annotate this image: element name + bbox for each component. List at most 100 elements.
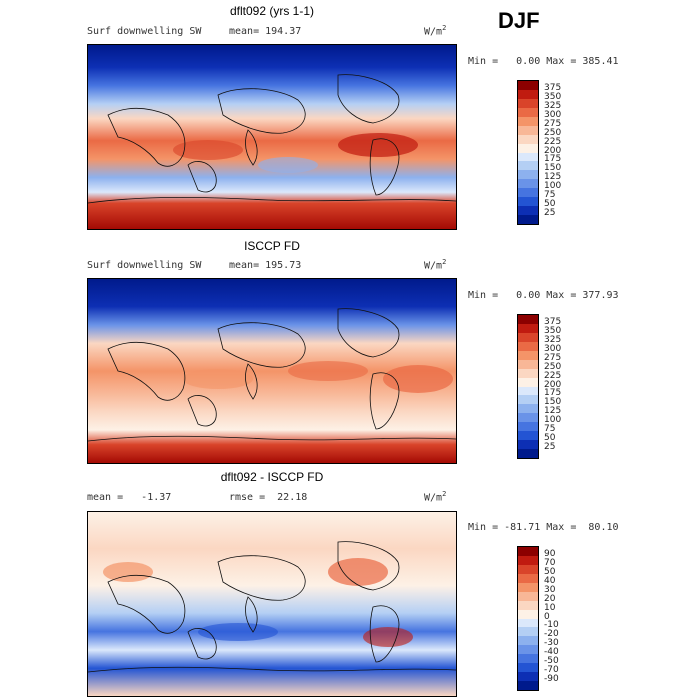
- panel3-field: [88, 512, 456, 696]
- colorbar-swatch: [518, 431, 538, 441]
- panel3-coastlines: [88, 541, 456, 673]
- colorbar-tick-label: 225: [544, 370, 562, 381]
- colorbar-tick-label: 50: [544, 199, 556, 210]
- colorbar-tick-label: -90: [544, 674, 559, 685]
- colorbar-swatch: [518, 359, 538, 369]
- colorbar-tick-label: 150: [544, 163, 562, 174]
- colorbar-swatch: [518, 654, 538, 664]
- panel2-map-svg: [88, 279, 456, 463]
- colorbar-tick-label: 25: [544, 442, 556, 453]
- colorbar-swatch: [518, 573, 538, 583]
- panel2-blob: [383, 365, 453, 393]
- panel2-variable-label: Surf downwelling SW: [87, 260, 202, 271]
- colorbar-swatch: [518, 449, 538, 458]
- colorbar-swatch: [518, 564, 538, 574]
- colorbar-swatch: [518, 125, 538, 135]
- colorbar-swatch: [518, 663, 538, 673]
- panel1-title: dflt092 (yrs 1-1): [229, 4, 315, 18]
- panel2-colorbar: [517, 314, 539, 459]
- panel1-blob: [258, 157, 318, 173]
- colorbar-tick-label: -20: [544, 629, 559, 640]
- colorbar-swatch: [518, 413, 538, 423]
- colorbar-tick-label: 375: [544, 316, 562, 327]
- colorbar-swatch: [518, 179, 538, 189]
- panel3-colorbar-ticks: 90 70 50 40 30 20 10 0 -10 -20 -30 -40 -50 -70 -90: [544, 546, 584, 691]
- colorbar-swatch: [518, 98, 538, 108]
- colorbar-swatch: [518, 215, 538, 224]
- colorbar-tick-label: 250: [544, 127, 562, 138]
- colorbar-swatch: [518, 395, 538, 405]
- panel1-units: W/m2: [424, 24, 447, 38]
- colorbar-swatch: [518, 672, 538, 682]
- colorbar-swatch: [518, 386, 538, 396]
- colorbar-swatch: [518, 627, 538, 637]
- colorbar-tick-label: 350: [544, 325, 562, 336]
- colorbar-swatch: [518, 404, 538, 414]
- colorbar-tick-label: 10: [544, 602, 556, 613]
- colorbar-tick-label: 125: [544, 406, 562, 417]
- colorbar-swatch: [518, 188, 538, 198]
- colorbar-swatch: [518, 161, 538, 171]
- panel1-colorbar-ticks: 375 350 325 300 275 250 225 200 175 150 125 100 75 50…: [544, 80, 584, 225]
- panel3-minmax: Min = -81.71 Max = 80.10: [468, 522, 619, 533]
- colorbar-tick-label: 50: [544, 566, 556, 577]
- panel1-variable-label: Surf downwelling SW: [87, 26, 202, 37]
- colorbar-tick-label: 90: [544, 548, 556, 559]
- colorbar-swatch: [518, 377, 538, 387]
- panel2-map: [87, 278, 457, 464]
- colorbar-swatch: [518, 206, 538, 216]
- colorbar-swatch: [518, 422, 538, 432]
- panel1-blob: [173, 140, 243, 160]
- colorbar-tick-label: 150: [544, 397, 562, 408]
- colorbar-swatch: [518, 547, 538, 556]
- colorbar-tick-label: 375: [544, 82, 562, 93]
- panel3-blob: [198, 623, 278, 641]
- colorbar-tick-label: 0: [544, 611, 550, 622]
- colorbar-tick-label: 40: [544, 575, 556, 586]
- colorbar-tick-label: 350: [544, 91, 562, 102]
- colorbar-tick-label: 325: [544, 334, 562, 345]
- colorbar-swatch: [518, 116, 538, 126]
- panel1-map-svg: [88, 45, 456, 229]
- colorbar-tick-label: 125: [544, 172, 562, 183]
- colorbar-tick-label: 200: [544, 145, 562, 156]
- panel2-blob: [183, 369, 253, 389]
- panel3-blob: [103, 562, 153, 582]
- colorbar-swatch: [518, 107, 538, 117]
- colorbar-tick-label: 225: [544, 136, 562, 147]
- colorbar-tick-label: 100: [544, 181, 562, 192]
- colorbar-tick-label: 300: [544, 343, 562, 354]
- colorbar-swatch: [518, 152, 538, 162]
- panel2-units: W/m2: [424, 258, 447, 272]
- colorbar-tick-label: 175: [544, 388, 562, 399]
- panel2-coastlines: [88, 308, 456, 442]
- panel3-mean-label: mean = -1.37: [87, 492, 172, 503]
- colorbar-swatch: [518, 618, 538, 628]
- colorbar-swatch: [518, 323, 538, 333]
- panel3-blob: [363, 627, 413, 647]
- panel1-coastlines: [88, 74, 456, 204]
- colorbar-swatch: [518, 636, 538, 646]
- colorbar-swatch: [518, 440, 538, 450]
- panel3-map-svg: [88, 512, 456, 696]
- colorbar-tick-label: 250: [544, 361, 562, 372]
- colorbar-swatch: [518, 582, 538, 592]
- colorbar-swatch: [518, 315, 538, 324]
- panel3-rmse-label: rmse = 22.18: [229, 492, 308, 503]
- panel1-colorbar: [517, 80, 539, 225]
- colorbar-swatch: [518, 341, 538, 351]
- colorbar-tick-label: -10: [544, 620, 559, 631]
- panel1-blob: [338, 133, 418, 157]
- colorbar-tick-label: -40: [544, 647, 559, 658]
- panel2-mean-label: mean= 195.73: [229, 260, 302, 271]
- colorbar-tick-label: -30: [544, 638, 559, 649]
- colorbar-swatch: [518, 89, 538, 99]
- season-label: DJF: [498, 8, 540, 33]
- colorbar-swatch: [518, 332, 538, 342]
- colorbar-swatch: [518, 609, 538, 619]
- colorbar-tick-label: -50: [544, 656, 559, 667]
- colorbar-tick-label: 75: [544, 190, 556, 201]
- colorbar-swatch: [518, 645, 538, 655]
- colorbar-tick-label: 20: [544, 593, 556, 604]
- colorbar-swatch: [518, 555, 538, 565]
